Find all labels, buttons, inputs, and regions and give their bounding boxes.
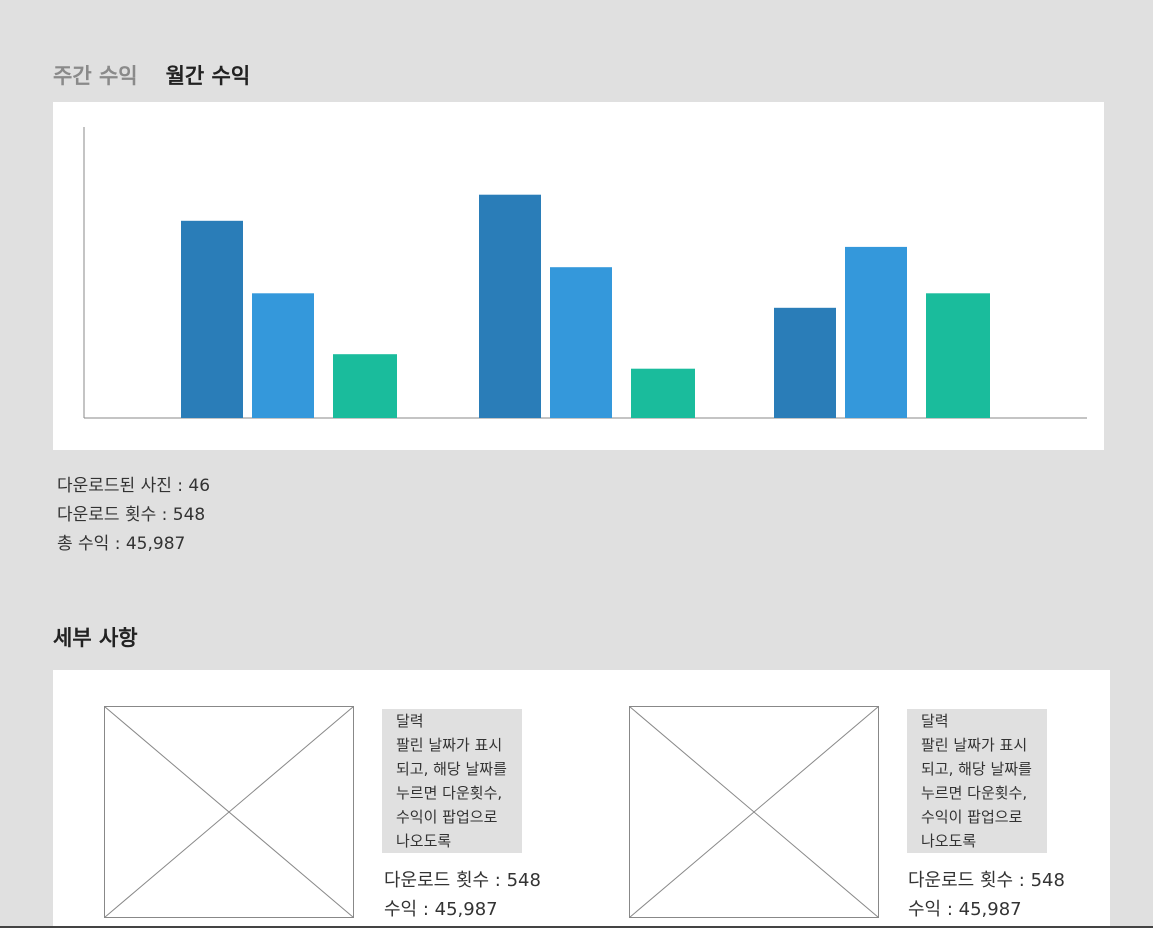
calendar-note-line: 팔린 날짜가 표시 bbox=[921, 736, 1028, 754]
card-download-count: 다운로드 횟수 : 548 bbox=[384, 870, 541, 891]
card-stats: 다운로드 횟수 : 548 수익 : 45,987 bbox=[908, 866, 1065, 924]
card-stats: 다운로드 횟수 : 548 수익 : 45,987 bbox=[384, 866, 541, 924]
image-placeholder[interactable] bbox=[629, 706, 879, 918]
calendar-note[interactable]: 달력 팔린 날짜가 표시 되고, 해당 날짜를 누르면 다운횟수, 수익이 팝업… bbox=[907, 709, 1047, 853]
details-title: 세부 사항 bbox=[53, 626, 138, 650]
bar[interactable] bbox=[479, 194, 541, 418]
revenue-tabs: 주간 수익 월간 수익 bbox=[53, 60, 250, 90]
calendar-note-line: 되고, 해당 날짜를 bbox=[921, 760, 1032, 778]
calendar-note[interactable]: 달력 팔린 날짜가 표시 되고, 해당 날짜를 누르면 다운횟수, 수익이 팝업… bbox=[382, 709, 522, 853]
bar[interactable] bbox=[774, 307, 836, 418]
bar[interactable] bbox=[845, 246, 907, 418]
tab-weekly-revenue[interactable]: 주간 수익 bbox=[53, 64, 138, 88]
calendar-note-line: 수익이 팝업으로 bbox=[396, 808, 498, 826]
bottom-divider bbox=[0, 926, 1153, 928]
download-count-text: 다운로드 횟수 : 548 bbox=[57, 505, 206, 525]
calendar-note-line: 달력 bbox=[396, 712, 424, 730]
calendar-note-line: 나오도록 bbox=[396, 832, 452, 850]
calendar-note-line: 수익이 팝업으로 bbox=[921, 808, 1023, 826]
revenue-summary: 다운로드된 사진 : 46 다운로드 횟수 : 548 총 수익 : 45,98… bbox=[57, 472, 210, 559]
total-revenue-text: 총 수익 : 45,987 bbox=[57, 534, 186, 554]
card-revenue: 수익 : 45,987 bbox=[908, 899, 1022, 920]
bar[interactable] bbox=[631, 368, 695, 418]
calendar-note-line: 누르면 다운횟수, bbox=[396, 784, 503, 802]
details-panel: 달력 팔린 날짜가 표시 되고, 해당 날짜를 누르면 다운횟수, 수익이 팝업… bbox=[53, 670, 1110, 928]
bar[interactable] bbox=[550, 267, 612, 418]
bar[interactable] bbox=[926, 293, 990, 418]
calendar-note-line: 나오도록 bbox=[921, 832, 977, 850]
image-placeholder[interactable] bbox=[104, 706, 354, 918]
bar[interactable] bbox=[252, 293, 314, 418]
downloaded-photos-text: 다운로드된 사진 : 46 bbox=[57, 476, 211, 496]
card-revenue: 수익 : 45,987 bbox=[384, 899, 498, 920]
bar[interactable] bbox=[181, 220, 243, 418]
calendar-note-line: 누르면 다운횟수, bbox=[921, 784, 1028, 802]
bars-group bbox=[181, 194, 990, 418]
calendar-note-line: 달력 bbox=[921, 712, 949, 730]
revenue-chart-svg bbox=[83, 127, 1087, 419]
card-download-count: 다운로드 횟수 : 548 bbox=[908, 870, 1065, 891]
tab-monthly-revenue[interactable]: 월간 수익 bbox=[165, 64, 251, 88]
calendar-note-line: 되고, 해당 날짜를 bbox=[396, 760, 507, 778]
revenue-chart bbox=[53, 102, 1104, 450]
calendar-note-line: 팔린 날짜가 표시 bbox=[396, 736, 503, 754]
bar[interactable] bbox=[333, 354, 397, 418]
